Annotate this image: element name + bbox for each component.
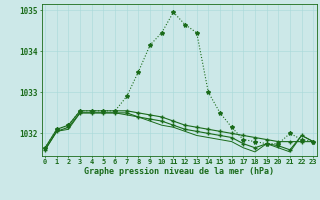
X-axis label: Graphe pression niveau de la mer (hPa): Graphe pression niveau de la mer (hPa) xyxy=(84,167,274,176)
